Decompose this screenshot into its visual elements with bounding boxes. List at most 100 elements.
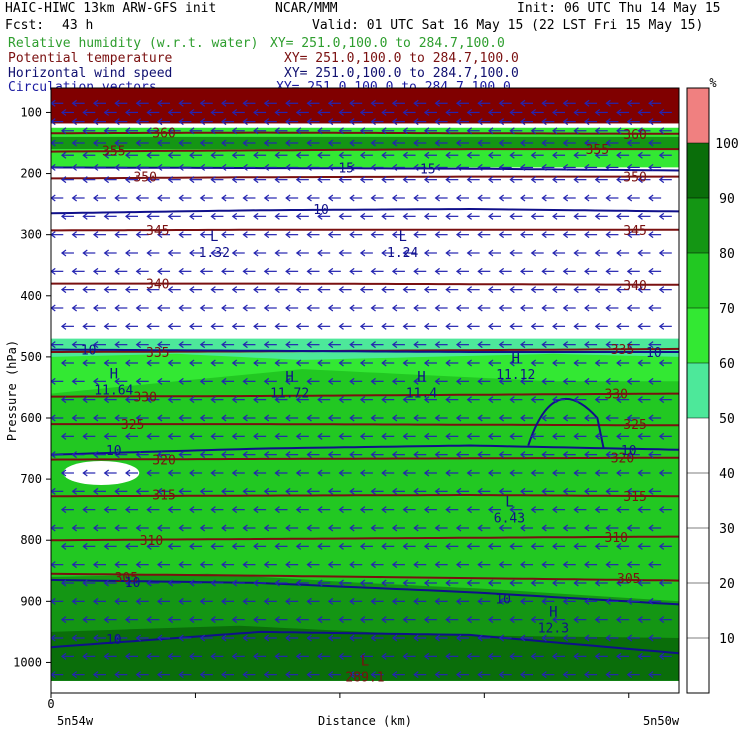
circulation-vector [71, 561, 85, 569]
circulation-vector [509, 652, 523, 660]
circulation-vector [370, 194, 384, 202]
circulation-vector [135, 634, 149, 642]
forecast-label: Fcst: [5, 18, 45, 33]
circulation-vector [477, 597, 491, 605]
theta-label-340: 340 [623, 279, 646, 294]
circulation-vector [626, 377, 640, 385]
theta-label-350: 350 [623, 171, 646, 186]
circulation-vector [584, 163, 598, 171]
circulation-vector [189, 176, 203, 184]
circulation-vector [658, 212, 672, 220]
circulation-vector [60, 616, 74, 624]
circulation-vector [509, 286, 523, 294]
circulation-vector [530, 286, 544, 294]
circulation-vector [584, 634, 598, 642]
circulation-vector [114, 487, 128, 495]
circulation-vector [509, 359, 523, 367]
circulation-vector [317, 652, 331, 660]
circulation-vector [498, 267, 512, 275]
circulation-vector [413, 341, 427, 349]
circulation-vector [541, 597, 555, 605]
circulation-vector [391, 377, 405, 385]
circulation-vector [349, 561, 363, 569]
circulation-vector [71, 194, 85, 202]
circulation-vector [317, 396, 331, 404]
circulation-vector [306, 341, 320, 349]
circulation-vector [616, 652, 630, 660]
theta-label-335: 335 [146, 346, 169, 361]
circulation-vector [509, 542, 523, 550]
circulation-vector [146, 108, 160, 116]
theta-label-320: 320 [152, 454, 175, 469]
circulation-vector [509, 151, 523, 159]
circulation-vector [92, 231, 106, 239]
circulation-vector [71, 99, 85, 107]
circulation-vector [445, 432, 459, 440]
circulation-vector [295, 212, 309, 220]
circulation-vector [114, 451, 128, 459]
circulation-vector [626, 451, 640, 459]
circulation-vector [466, 469, 480, 477]
circulation-vector [199, 231, 213, 239]
circulation-vector [60, 127, 74, 135]
circulation-vector [530, 108, 544, 116]
circulation-vector [167, 542, 181, 550]
circulation-vector [210, 108, 224, 116]
circulation-vector [60, 359, 74, 367]
wind-label-10: 10 [81, 344, 97, 359]
circulation-vector [434, 118, 448, 126]
circulation-vector [402, 542, 416, 550]
circulation-vector [242, 597, 256, 605]
circulation-vector [359, 579, 373, 587]
circulation-vector [103, 506, 117, 514]
circulation-vector [103, 652, 117, 660]
circulation-vector [530, 127, 544, 135]
circulation-vector [82, 469, 96, 477]
circulation-vector [306, 524, 320, 532]
circulation-vector [253, 506, 267, 514]
circulation-vector [498, 304, 512, 312]
circulation-vector [637, 322, 651, 330]
circulation-vector [370, 99, 384, 107]
field-rh-xy: XY= 251.0,100.0 to 284.7,100.0 [270, 36, 505, 51]
circulation-vector [199, 634, 213, 642]
circulation-vector [455, 414, 469, 422]
circulation-vector [487, 249, 501, 257]
circulation-vector [530, 396, 544, 404]
circulation-vector [445, 176, 459, 184]
circulation-vector [338, 542, 352, 550]
circulation-vector [402, 286, 416, 294]
circulation-vector [477, 99, 491, 107]
circulation-vector [231, 151, 245, 159]
circulation-vector [434, 99, 448, 107]
circulation-vector [509, 249, 523, 257]
circulation-vector [146, 249, 160, 257]
circulation-vector [466, 151, 480, 159]
circulation-vector [338, 506, 352, 514]
circulation-vector [242, 267, 256, 275]
circulation-vector [242, 487, 256, 495]
circulation-vector [92, 597, 106, 605]
circulation-vector [210, 249, 224, 257]
circulation-vector [253, 108, 267, 116]
circulation-vector [210, 127, 224, 135]
theta-label-325: 325 [121, 418, 144, 433]
extremum-value: 11.64 [94, 383, 133, 398]
theta-label-360: 360 [152, 127, 175, 142]
circulation-vector [445, 108, 459, 116]
circulation-vector [381, 176, 395, 184]
circulation-vector [520, 671, 534, 679]
circulation-vector [253, 542, 267, 550]
circulation-vector [327, 139, 341, 147]
circulation-vector [114, 671, 128, 679]
circulation-vector [562, 194, 576, 202]
circulation-vector [295, 286, 309, 294]
circulation-vector [530, 151, 544, 159]
circulation-vector [285, 99, 299, 107]
circulation-vector [317, 506, 331, 514]
circulation-vector [103, 359, 117, 367]
circulation-vector [125, 127, 139, 135]
circulation-vector [423, 212, 437, 220]
circulation-vector [413, 414, 427, 422]
circulation-vector [594, 249, 608, 257]
